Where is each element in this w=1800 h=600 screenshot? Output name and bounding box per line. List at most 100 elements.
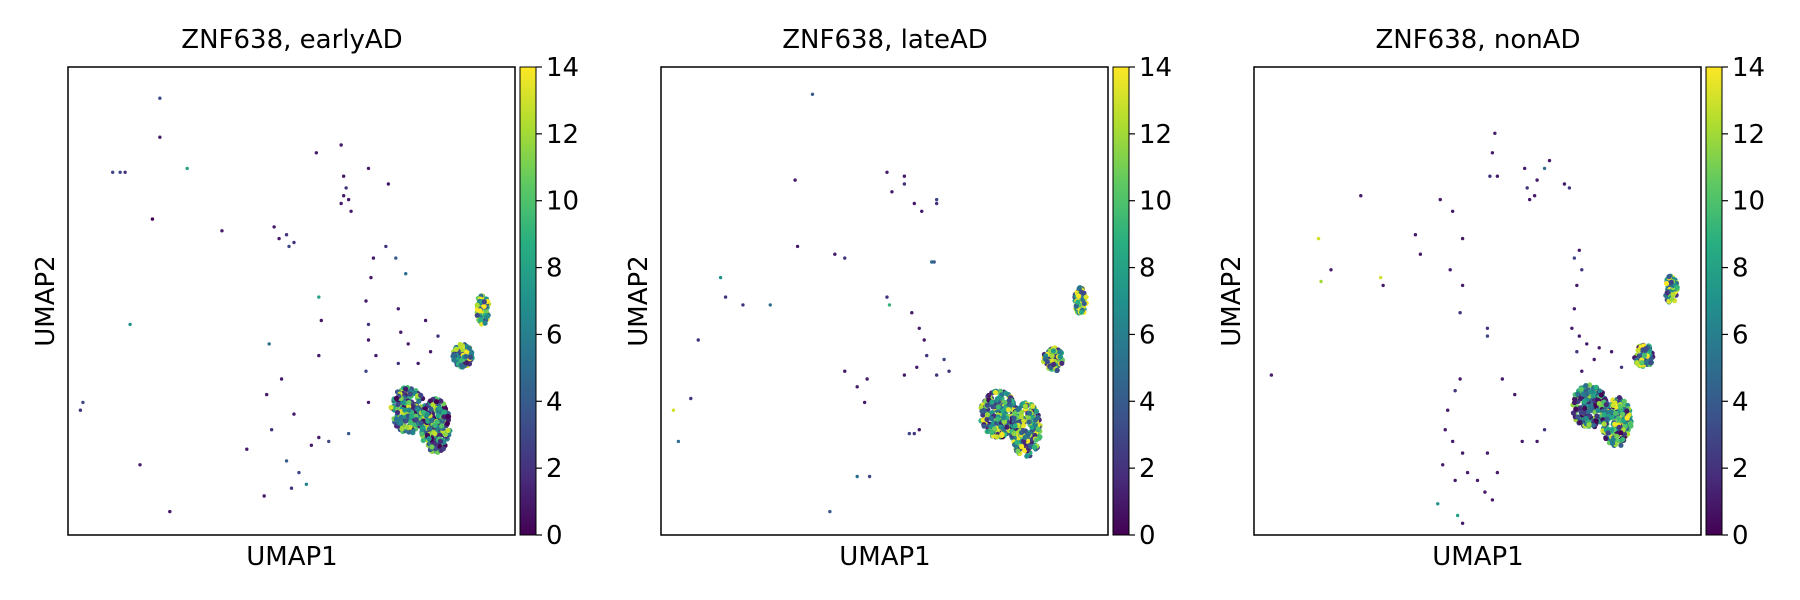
scatter-point — [1609, 350, 1614, 354]
scatter-point — [1580, 369, 1584, 373]
cluster-point — [457, 341, 463, 348]
scatter-point — [416, 361, 420, 366]
scatter-point — [339, 143, 343, 147]
scatter-point — [934, 197, 939, 202]
cluster-point — [1019, 409, 1025, 415]
cluster-point — [1605, 430, 1611, 436]
scatter-point — [366, 400, 371, 405]
scatter-point — [158, 96, 162, 100]
scatter-point — [1359, 194, 1363, 198]
scatter-point — [917, 428, 921, 432]
scatter-point — [364, 299, 368, 303]
scatter-point — [1535, 439, 1539, 444]
cluster-point — [1612, 410, 1619, 416]
scatter-point — [1542, 166, 1547, 171]
cluster-point — [1583, 382, 1589, 389]
cluster-point — [1612, 421, 1618, 427]
cluster-point — [1004, 424, 1010, 430]
scatter-point — [384, 244, 388, 249]
panel-title: ZNF638, earlyAD — [181, 25, 402, 55]
cluster-point — [989, 399, 995, 405]
scatter-point — [934, 201, 939, 206]
scatter-point — [317, 353, 321, 358]
cluster-point — [445, 427, 451, 434]
scatter-point — [346, 197, 351, 202]
scatter-point — [1572, 256, 1577, 260]
scatter-point — [1448, 268, 1452, 272]
cluster-point — [1636, 353, 1643, 359]
scatter-point — [723, 295, 728, 299]
cluster-point — [1581, 398, 1587, 405]
panel-title: ZNF638, nonAD — [1375, 25, 1580, 55]
scatter-point — [1319, 279, 1323, 284]
cluster-point — [415, 406, 421, 413]
cluster-point — [1570, 410, 1577, 416]
scatter-point — [344, 186, 348, 190]
colorbar — [1705, 66, 1723, 536]
cluster-point — [438, 398, 444, 404]
cluster-point — [467, 354, 474, 360]
cluster-point — [445, 413, 451, 420]
scatter-point — [1269, 373, 1274, 377]
cluster-point — [986, 392, 992, 399]
scatter-point — [341, 194, 346, 198]
colorbar-tick-label: 2 — [1732, 454, 1749, 484]
scatter-point — [1597, 346, 1601, 350]
cluster-point — [1615, 415, 1621, 421]
scatter-point — [696, 338, 700, 342]
cluster-point — [1617, 403, 1623, 409]
cluster-point — [1024, 453, 1030, 459]
cluster-point — [406, 399, 412, 406]
scatter-point — [284, 233, 289, 237]
cluster-point — [1020, 422, 1027, 429]
cluster-point — [1586, 421, 1592, 428]
cluster-point — [1014, 439, 1020, 445]
scatter-point — [428, 350, 433, 354]
cluster-point — [1587, 382, 1593, 388]
cluster-point — [1670, 292, 1676, 298]
cluster-point — [1639, 360, 1645, 366]
cluster-point — [420, 437, 426, 443]
scatter-point — [795, 244, 800, 249]
cluster-point — [406, 407, 412, 413]
cluster-point — [429, 444, 435, 450]
cluster-point — [394, 409, 401, 416]
scatter-point — [912, 431, 916, 436]
cluster-point — [1006, 398, 1012, 404]
scatter-point — [185, 166, 189, 171]
cluster-point — [995, 416, 1001, 422]
cluster-point — [1019, 444, 1025, 450]
cluster-point — [1674, 284, 1680, 290]
scatter-point — [78, 408, 83, 412]
cluster-point — [463, 353, 469, 360]
cluster-point — [1616, 424, 1622, 430]
cluster-point — [1051, 361, 1057, 367]
scatter-point — [1535, 178, 1539, 182]
scatter-point — [1488, 174, 1492, 178]
panel-earlyad: ZNF638, earlyAD UMAP1 UMAP2 0 2 4 6 8 10 12 14 — [31, 25, 579, 572]
scatter-point — [925, 353, 929, 358]
cluster-point — [432, 423, 438, 429]
scatter-points — [1269, 131, 1680, 525]
cluster-point — [1075, 299, 1081, 305]
cluster-point — [1025, 414, 1031, 420]
cluster-point — [1049, 353, 1055, 359]
scatter-point — [833, 252, 837, 256]
colorbar-tick-label: 6 — [546, 320, 563, 350]
scatter-point — [423, 318, 428, 323]
cluster-point — [435, 413, 441, 419]
cluster-point — [1032, 422, 1039, 428]
cluster-point — [1583, 415, 1589, 421]
cluster-point — [984, 412, 991, 418]
cluster-point — [992, 389, 999, 396]
scatter-point — [1585, 342, 1589, 346]
scatter-point — [1567, 186, 1572, 190]
cluster-point — [444, 420, 450, 427]
cluster-point — [1018, 414, 1024, 420]
scatter-point — [907, 431, 912, 436]
scatter-point — [1475, 478, 1480, 483]
cluster-point — [1609, 427, 1615, 433]
cluster-point — [1001, 419, 1008, 425]
cluster-point — [388, 404, 394, 411]
cluster-point — [1575, 414, 1581, 420]
